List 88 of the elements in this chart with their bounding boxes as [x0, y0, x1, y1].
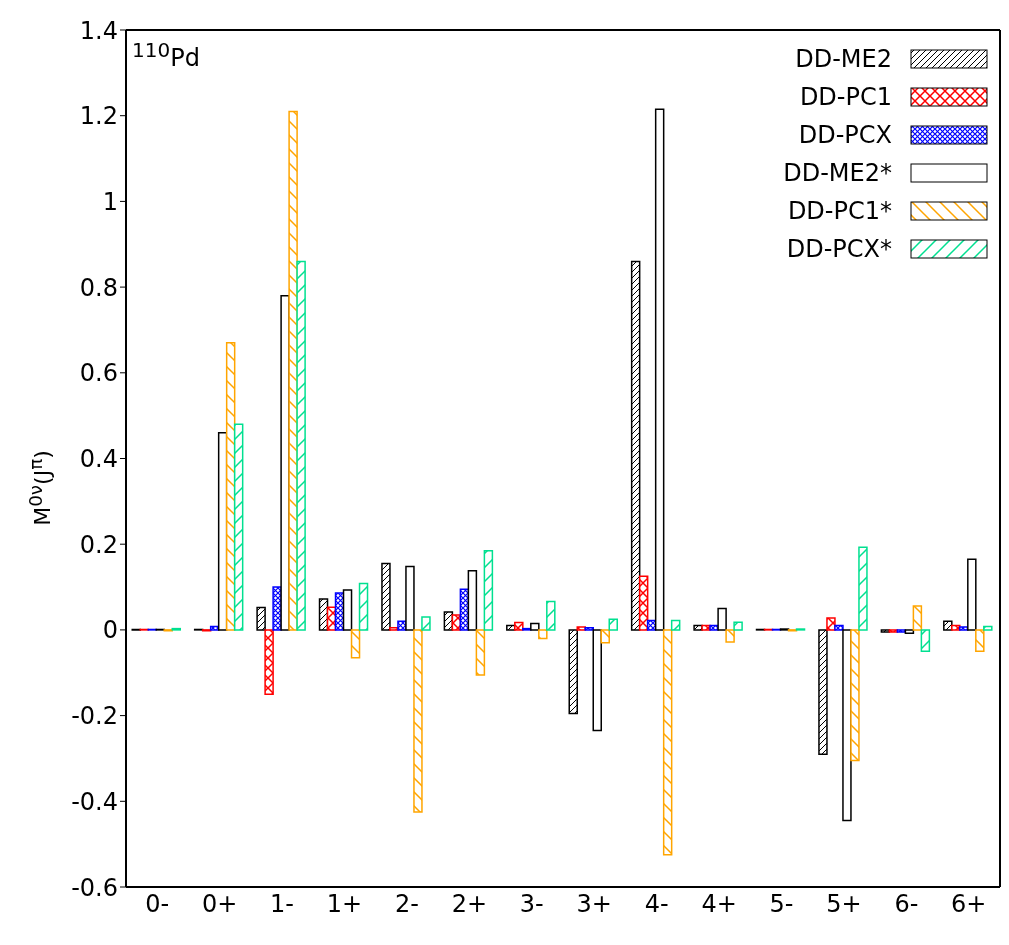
legend-label: DD-ME2* [783, 159, 892, 187]
y-tick-label: -0.6 [71, 873, 118, 902]
x-tick-label: 6- [894, 890, 919, 919]
bar [264, 629, 274, 695]
legend-label: DD-ME2 [795, 45, 892, 73]
bar [904, 629, 915, 635]
x-tick-label: 5+ [826, 890, 862, 919]
bar [288, 110, 298, 631]
x-tick-label: 1+ [326, 890, 363, 919]
x-tick-label: 4+ [701, 890, 737, 919]
bar [342, 589, 353, 631]
legend-label: DD-PC1 [799, 83, 892, 111]
bar [584, 627, 594, 631]
bar [912, 605, 923, 631]
bar [858, 546, 868, 631]
legend-label: DD-PC1* [787, 197, 892, 225]
bar [381, 562, 391, 631]
bar [834, 624, 844, 631]
legend-label: DD-PCX* [786, 235, 892, 263]
bar [888, 629, 899, 633]
bar [818, 629, 828, 755]
bar [358, 582, 369, 631]
bar [467, 570, 478, 631]
y-tick-label: 1 [102, 187, 118, 216]
bar [701, 624, 711, 631]
bar [717, 607, 727, 631]
bar [880, 629, 891, 633]
bar [733, 621, 743, 631]
bar [951, 624, 961, 631]
x-tick-label: 4- [644, 890, 669, 919]
y-tick-label: 0 [102, 616, 118, 645]
bar [967, 558, 977, 631]
bar [842, 629, 852, 822]
legend-label: DD-PCX [798, 121, 892, 149]
bar [608, 618, 618, 631]
bar [693, 624, 703, 631]
bar [483, 549, 494, 631]
bar [959, 626, 969, 631]
x-tick-label: 3- [519, 890, 544, 919]
bar [654, 108, 665, 631]
y-tick-label: 0.2 [79, 530, 118, 559]
annotation: $^{110}$Pd [132, 38, 200, 72]
bar [983, 625, 993, 631]
bar [256, 606, 266, 631]
y-tick-label: 0.4 [79, 445, 118, 474]
bar [538, 629, 548, 640]
bar [975, 629, 985, 653]
y-tick-label: 1.4 [79, 16, 118, 45]
bar [600, 629, 610, 644]
bar [475, 629, 486, 676]
x-tick-label: 2+ [451, 890, 488, 919]
bar [576, 626, 586, 631]
x-tick-label: 2- [394, 890, 419, 919]
bar [638, 575, 649, 631]
y-tick-label: -0.4 [71, 787, 118, 816]
bar [514, 621, 524, 631]
bar [662, 629, 673, 856]
y-tick-label: 0.8 [79, 273, 118, 302]
bar [233, 423, 244, 631]
x-tick-label: 0- [145, 890, 170, 919]
x-tick-label: 0+ [201, 890, 238, 919]
bar [405, 565, 415, 631]
bar [546, 600, 556, 631]
bar [943, 620, 953, 631]
bar [725, 629, 735, 643]
y-tick-label: -0.2 [71, 702, 118, 731]
x-tick-label: 1- [270, 890, 295, 919]
bar [421, 616, 431, 631]
bar [568, 629, 578, 715]
bar [413, 629, 423, 813]
y-tick-label: 0.6 [79, 359, 118, 388]
bar [850, 629, 860, 762]
x-tick-label: 5- [769, 890, 794, 919]
x-tick-label: 3+ [576, 890, 612, 919]
bar [826, 617, 836, 631]
bar [670, 619, 681, 631]
bar [709, 624, 719, 631]
x-tick-label: 6+ [951, 890, 987, 919]
bar [296, 260, 306, 631]
bar [530, 622, 540, 631]
bar [350, 629, 361, 659]
bar [896, 629, 907, 633]
bar [506, 624, 516, 631]
y-tick-label: 1.2 [79, 102, 118, 131]
bar [389, 627, 399, 631]
bar [592, 629, 602, 732]
bar [630, 260, 641, 631]
bar [920, 629, 931, 653]
